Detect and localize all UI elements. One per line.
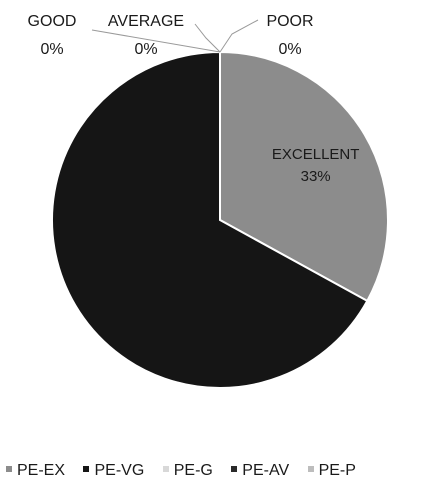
legend-swatch-pe-g: [162, 466, 169, 472]
leader-line-good: [91, 29, 221, 53]
pie-slice-excellent: [219, 50, 389, 303]
slice-label-poor-percent: 0%: [278, 41, 301, 58]
slice-label-excellent-percent: 33%: [301, 168, 331, 185]
leader-line-poor: [219, 19, 259, 53]
legend-item-pe-vg: PE-VG: [83, 462, 144, 480]
legend-item-pe-av: PE-AV: [231, 462, 289, 480]
slice-label-good-category: GOOD: [28, 13, 77, 30]
pie-slice-very-good: [51, 50, 369, 389]
chart-legend: PE-EX PE-VG PE-G PE-AV PE-P: [6, 462, 370, 480]
legend-swatch-pe-vg: [83, 466, 90, 472]
legend-swatch-pe-av: [231, 466, 238, 472]
slice-label-average-category: AVERAGE: [108, 13, 184, 30]
legend-label-pe-g: PE-G: [173, 462, 213, 479]
slice-label-excellent-category: EXCELLENT: [272, 146, 360, 163]
legend-label-pe-p: PE-P: [318, 462, 356, 479]
legend-item-pe-ex: PE-EX: [6, 462, 65, 480]
legend-swatch-pe-p: [307, 466, 314, 472]
leader-line-average: [194, 23, 221, 53]
legend-label-pe-ex: PE-EX: [17, 462, 66, 479]
slice-label-good-percent: 0%: [40, 41, 63, 58]
legend-swatch-pe-ex: [6, 466, 12, 472]
slice-label-average-percent: 0%: [134, 41, 157, 58]
legend-item-pe-g: PE-G: [162, 462, 213, 480]
legend-item-pe-p: PE-P: [307, 462, 356, 480]
legend-label-pe-vg: PE-VG: [94, 462, 145, 479]
legend-label-pe-av: PE-AV: [242, 462, 290, 479]
slice-label-poor-category: POOR: [266, 13, 313, 30]
